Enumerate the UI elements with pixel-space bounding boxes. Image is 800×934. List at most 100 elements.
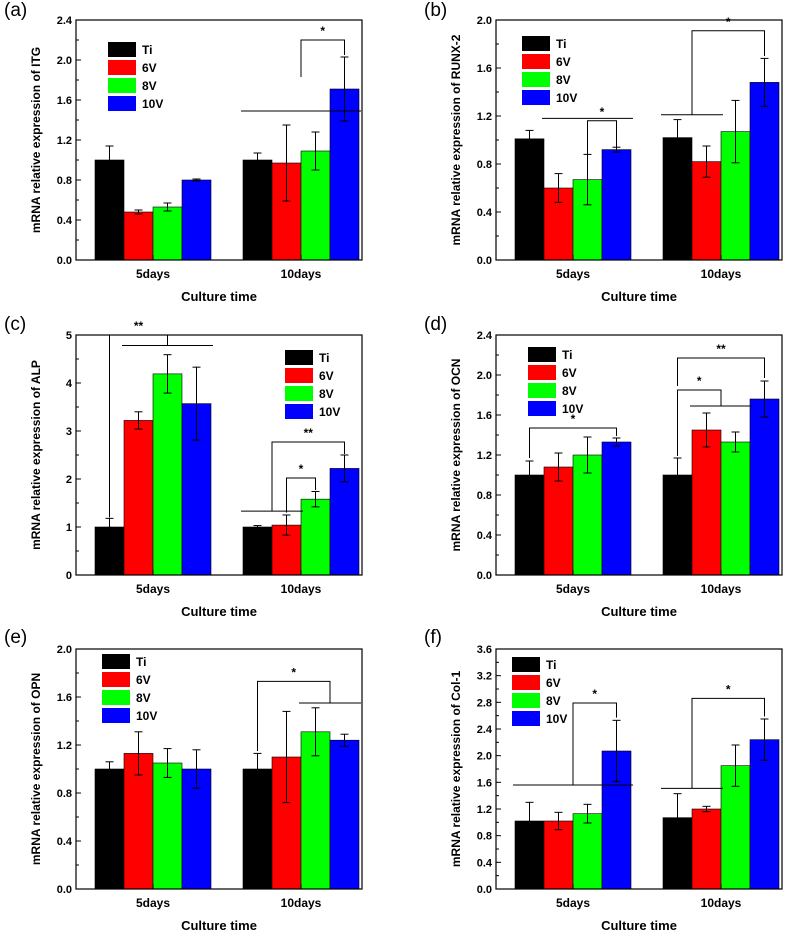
y-tick-label: 0.8 [477,490,492,502]
y-tick-label: 0.4 [57,836,73,848]
legend-swatch-10v [102,708,130,723]
legend-swatch-8v [522,72,550,87]
x-axis-title: Culture time [181,918,257,933]
y-tick-label: 1.6 [477,410,492,422]
legend-swatch-6v [522,54,550,69]
y-tick-label: 1.6 [57,692,72,704]
significance-star: ** [716,342,726,356]
y-tick-label: 1.2 [57,740,72,752]
legend-label: 8V [546,694,561,708]
bar-ti-10days [242,768,273,890]
significance-bracket [271,441,345,512]
x-tick-label: 10days [701,896,742,910]
bar-10v-10days [329,739,360,890]
y-tick-label: 1.6 [477,63,492,75]
significance-star: * [600,105,605,119]
x-axis-title: Culture time [601,918,677,933]
y-axis-title: mRNA relative expression of ITG [29,47,43,233]
panel-letter: (c) [4,314,26,335]
significance-bracket [529,427,617,458]
y-tick-label: 2.0 [477,15,492,27]
legend-swatch-ti [512,657,540,672]
bar-ti-5days [514,138,545,261]
y-tick-label: 2 [66,474,72,486]
y-tick-label: 3.2 [477,671,492,683]
x-axis-title: Culture time [601,604,677,619]
legend-label: Ti [562,348,572,362]
legend-swatch-10v [512,711,540,726]
bar-ti-5days [94,159,125,261]
legend-label: 8V [562,384,577,398]
bar-ti-5days [94,768,125,890]
y-tick-label: 2.4 [477,330,493,342]
y-tick-label: 2.8 [477,697,492,709]
y-tick-label: 0.8 [57,788,72,800]
bar-6v-10days [691,161,722,261]
significance-star: * [592,687,597,701]
chart-panel: (c) 0 1 2 3 4 5 5days 10days Culture time mRNA rel… [4,314,363,619]
legend-label: 6V [136,673,151,687]
chart-panel: (f) 0.0 0.4 0.8 1.2 1.6 2.0 2.4 2.8 3.2 3.6 5days 10… [424,627,783,933]
significance-star: * [571,412,576,426]
significance-bracket [677,389,722,456]
y-tick-label: 2.4 [57,15,73,27]
legend-swatch-8v [512,693,540,708]
legend-label: 6V [142,61,157,75]
x-tick-label: 10days [281,896,322,910]
legend-label: Ti [319,351,329,365]
panel-letter: (d) [424,314,447,335]
bar-6v-10days [691,808,722,890]
legend-swatch-ti [522,36,550,51]
y-tick-label: 0.0 [57,255,72,267]
legend-label: 8V [319,387,334,401]
y-tick-label: 1.2 [57,135,72,147]
legend-label: 6V [556,55,571,69]
significance-star: * [299,462,304,476]
legend-swatch-8v [108,78,136,93]
x-tick-label: 10days [701,582,742,596]
y-tick-label: 0.4 [57,215,73,227]
y-tick-label: 5 [66,330,72,342]
bar-8v-5days [152,373,183,576]
panel-letter: (b) [424,0,447,21]
y-tick-label: 4 [66,378,73,390]
y-tick-label: 2.0 [57,644,72,656]
significance-bracket [691,697,765,789]
x-tick-label: 5days [556,582,590,596]
legend-label: Ti [136,655,146,669]
y-tick-label: 0.4 [477,530,493,542]
y-tick-label: 1.2 [477,804,492,816]
bar-6v-10days [691,429,722,576]
y-tick-label: 0.8 [57,175,72,187]
legend-label: 6V [562,366,577,380]
bar-10v-10days [749,739,780,890]
legend-swatch-6v [528,365,556,380]
legend-swatch-10v [108,96,136,111]
significance-star: ** [304,426,314,440]
legend-label: 6V [546,676,561,690]
x-axis-title: Culture time [601,289,677,304]
bar-6v-5days [543,466,574,576]
legend-swatch-10v [522,90,550,105]
y-tick-label: 1.2 [477,450,492,462]
bar-8v-10days [300,498,331,576]
legend-swatch-8v [528,383,556,398]
legend-label: 10V [142,97,163,111]
y-tick-label: 0.4 [477,857,493,869]
significance-bracket [677,357,765,386]
x-tick-label: 5days [136,582,170,596]
y-axis-title: mRNA relative expression of OPN [29,673,43,865]
y-axis-title: mRNA relative expression of OCN [449,359,463,552]
y-tick-label: 0.0 [477,884,492,896]
significance-bracket [109,334,168,518]
significance-bracket [572,702,617,785]
y-tick-label: 1.6 [477,777,492,789]
chart-panel: (d) 0.0 0.4 0.8 1.2 1.6 2.0 2.4 5days 10days Cultu… [424,314,783,619]
legend-swatch-8v [102,690,130,705]
legend-swatch-ti [285,350,313,365]
legend-label: 6V [319,369,334,383]
y-tick-label: 1 [66,522,72,534]
legend-label: Ti [546,658,556,672]
bar-8v-5days [152,762,183,890]
